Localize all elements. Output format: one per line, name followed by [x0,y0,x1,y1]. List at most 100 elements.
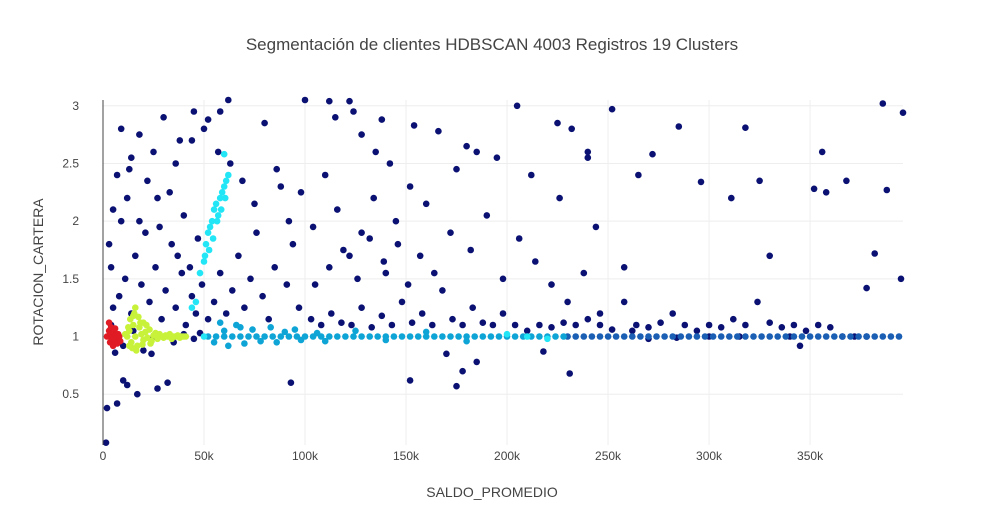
data-point [366,333,374,340]
data-point [225,342,232,350]
data-point [483,212,491,219]
data-point [473,358,481,366]
data-point [637,333,644,340]
data-point [222,310,230,317]
y-axis-ticks: 0.5 1 1.5 2 2.5 3 [62,99,79,401]
data-point [887,333,895,340]
data-point [166,189,173,196]
data-point [273,339,281,346]
data-point [416,252,424,260]
x-tick-label: 100k [292,449,319,463]
data-point [584,148,592,156]
data-point [406,183,414,190]
data-point [528,171,535,179]
data-point [675,123,683,130]
data-point [378,116,386,123]
data-point [220,150,228,158]
series-group [188,150,551,343]
data-point [782,333,790,340]
data-point [178,269,186,277]
data-point [467,246,475,254]
data-point [523,327,531,335]
data-point [592,223,600,231]
data-point [580,333,588,340]
data-point [210,339,218,346]
data-point [766,319,773,327]
data-point [596,321,604,329]
data-point [204,116,212,123]
data-point [259,292,266,300]
data-point [552,333,559,340]
data-point [717,333,725,340]
data-point [645,324,652,331]
data-point [431,333,438,340]
data-point [431,269,438,277]
data-point [414,333,422,340]
data-point [249,326,256,333]
data-point [332,114,339,121]
data-point [220,183,228,190]
data-point [220,327,228,335]
data-point [629,327,636,335]
data-point [251,200,258,208]
data-point [126,342,133,350]
data-point [116,337,124,345]
data-point [653,333,660,340]
data-point [342,333,349,340]
data-point [871,333,878,340]
data-point [566,370,573,377]
data-point [241,340,248,347]
data-point [544,335,551,343]
data-point [115,292,123,300]
data-point [125,324,132,331]
data-point [247,275,254,283]
data-point [564,298,571,306]
data-point [645,333,652,340]
y-tick-label: 1.5 [62,272,79,286]
data-point [879,100,887,107]
data-point [479,333,487,340]
data-point [235,252,242,260]
data-point [588,333,596,340]
data-point [200,125,208,133]
data-point [661,333,668,340]
data-point [406,333,414,340]
data-point [548,324,555,331]
data-point [406,377,414,384]
data-point [154,385,161,392]
data-point [584,154,592,161]
data-point [871,250,878,257]
data-point [289,240,297,248]
data-point [237,324,244,331]
data-point [449,315,456,323]
data-point [212,333,220,340]
data-point [340,246,347,254]
data-point [257,337,264,345]
data-point [827,324,834,331]
data-point [168,240,175,248]
data-point [511,321,519,329]
data-point [560,333,567,340]
data-point [190,335,198,343]
x-tick-label: 200k [494,449,521,463]
data-point [117,217,125,225]
y-axis-title: ROTACION_CARTERA [30,198,46,346]
data-point [162,287,169,294]
data-point [346,252,353,260]
data-point [766,333,773,340]
data-point [443,350,450,358]
data-point [350,333,357,340]
data-point [742,124,749,131]
data-point [134,390,141,398]
data-point [225,171,232,179]
data-point [453,382,460,390]
data-point [188,292,196,300]
data-point [766,252,773,260]
data-point [422,333,430,340]
data-point [459,367,466,375]
data-point [328,310,335,317]
data-point [212,200,220,208]
data-point [843,177,850,185]
data-point [123,194,131,202]
series-group [103,319,124,350]
